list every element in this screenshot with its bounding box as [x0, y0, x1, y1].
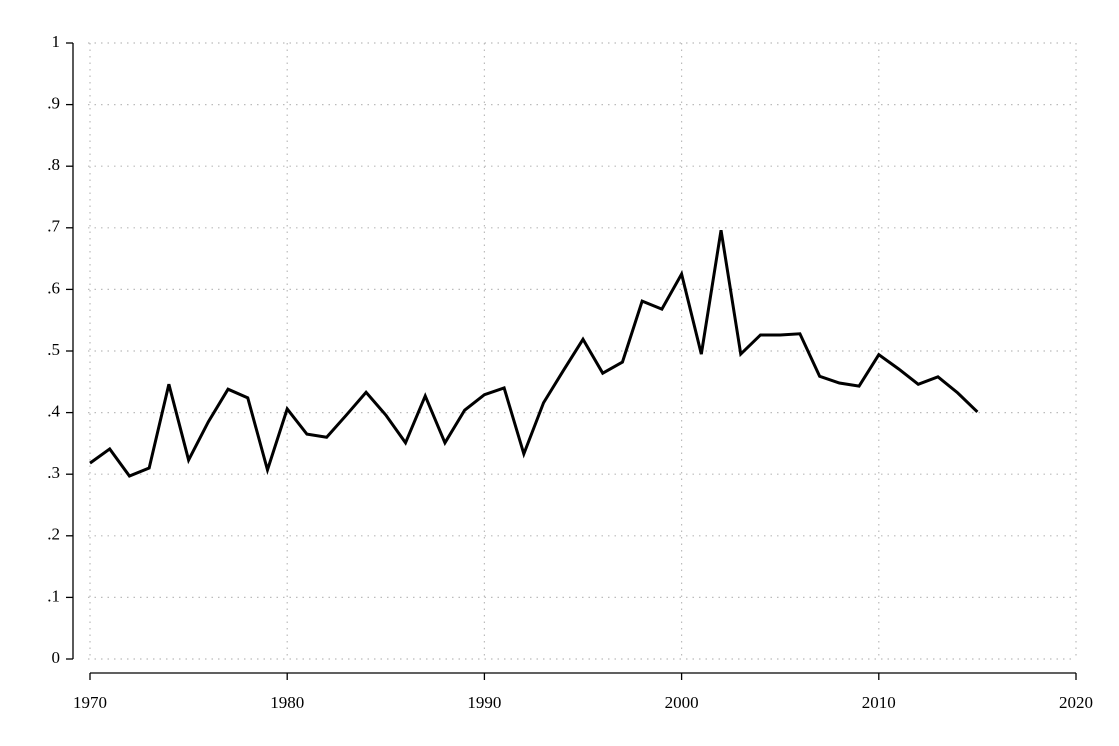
x-tick-label: 1980: [270, 693, 304, 712]
y-tick-label: .5: [47, 340, 60, 359]
y-tick-label: .9: [47, 94, 60, 113]
y-tick-label: .1: [47, 586, 60, 605]
y-tick-label: .4: [47, 402, 60, 421]
x-tick-label: 1990: [467, 693, 501, 712]
y-tick-label: .7: [47, 217, 60, 236]
y-tick-label: .6: [47, 278, 60, 297]
y-tick-label: .8: [47, 155, 60, 174]
x-tick-label: 2010: [862, 693, 896, 712]
y-tick-label: .3: [47, 463, 60, 482]
y-tick-label: 0: [52, 648, 61, 667]
y-tick-label: .2: [47, 525, 60, 544]
x-tick-label: 2000: [665, 693, 699, 712]
y-tick-label: 1: [52, 32, 61, 51]
data-line: [89, 230, 979, 478]
x-tick-label: 1970: [73, 693, 107, 712]
x-tick-label: 2020: [1059, 693, 1093, 712]
